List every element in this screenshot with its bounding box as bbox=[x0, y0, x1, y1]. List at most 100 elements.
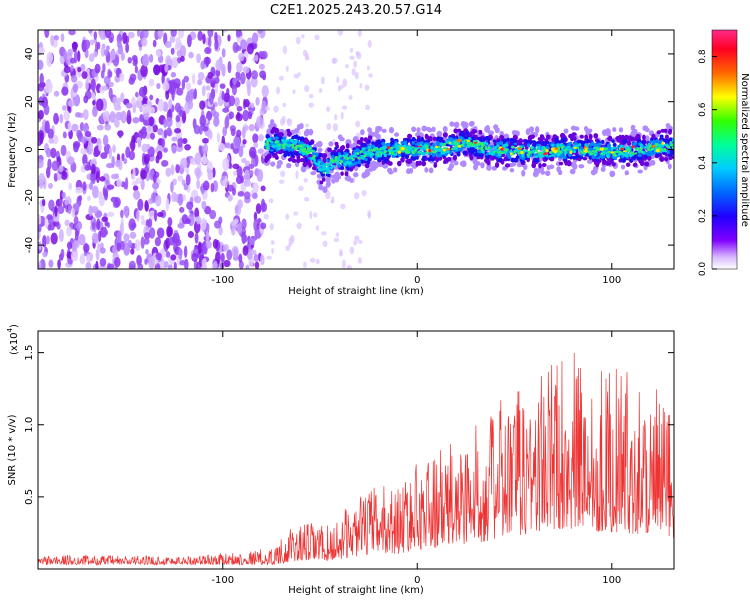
spectrogram-noise-cell bbox=[128, 260, 136, 269]
spectrogram-noise-cell bbox=[202, 137, 209, 144]
spectrogram-noise-cell bbox=[102, 63, 106, 73]
spectrogram-signal-cell bbox=[393, 132, 400, 137]
spectrogram-signal-cell bbox=[297, 144, 301, 148]
spectrogram-noise-cell bbox=[254, 54, 259, 62]
spectrogram-signal-cell bbox=[310, 171, 317, 176]
spectrogram-noise-cell bbox=[97, 230, 102, 242]
spectrogram-signal-cell bbox=[601, 139, 605, 144]
spectrogram-noise-cell bbox=[164, 40, 172, 49]
spectrogram-signal-cell bbox=[412, 137, 417, 142]
spectrogram-peak-cell bbox=[428, 148, 432, 153]
spectrogram-peak-cell bbox=[610, 151, 615, 154]
spectrogram-noise-cell bbox=[318, 88, 323, 94]
spectrogram-noise-cell bbox=[197, 78, 203, 86]
spectrogram-noise-cell bbox=[157, 128, 164, 136]
spectrogram-signal-cell bbox=[548, 154, 552, 158]
spectrogram-noise-cell bbox=[172, 232, 180, 244]
spectrogram-noise-cell bbox=[45, 148, 52, 158]
spectrogram-signal-cell bbox=[375, 125, 382, 132]
spectrogram-signal-cell bbox=[585, 138, 591, 144]
spectrogram-noise-cell bbox=[148, 78, 155, 87]
spectrogram-noise-cell bbox=[148, 116, 155, 127]
spectrogram-noise-cell bbox=[68, 182, 72, 191]
spectrogram-noise-cell bbox=[183, 245, 188, 258]
spectrogram-noise-cell bbox=[191, 252, 198, 262]
spectrogram-noise-cell bbox=[62, 131, 67, 139]
spectrogram-noise-cell bbox=[212, 260, 218, 269]
spectrogram-signal-cell bbox=[430, 145, 434, 149]
spectrogram-noise-cell bbox=[229, 111, 235, 119]
spectrogram-signal-cell bbox=[664, 134, 669, 140]
spectrogram-noise-cell bbox=[128, 77, 135, 85]
spectrogram-noise-cell bbox=[137, 263, 144, 269]
spectrogram-peak-cell bbox=[473, 141, 477, 144]
spectrogram-signal-cell bbox=[650, 137, 654, 142]
spectrogram-signal-cell bbox=[504, 143, 508, 147]
spectrogram-noise-cell bbox=[99, 176, 106, 182]
spectrogram-noise-cell bbox=[119, 72, 125, 82]
spectrogram-signal-cell bbox=[306, 146, 310, 150]
spectrogram-noise-cell bbox=[77, 66, 82, 73]
spectrogram-peak-cell bbox=[573, 146, 577, 149]
spectrogram-noise-cell bbox=[298, 185, 304, 192]
spectrogram-peak-cell bbox=[397, 150, 402, 154]
spectrogram-signal-cell bbox=[579, 146, 583, 151]
spectrogram-noise-cell bbox=[354, 71, 359, 80]
spectrogram-noise-cell bbox=[187, 231, 194, 239]
spectrogram-noise-cell bbox=[67, 48, 73, 57]
spectrogram-noise-cell bbox=[156, 82, 161, 90]
spectrogram-signal-cell bbox=[442, 132, 448, 138]
spectrogram-noise-cell bbox=[140, 169, 147, 180]
spectrogram-noise-cell bbox=[270, 240, 275, 245]
spectrogram-signal-cell bbox=[465, 131, 470, 135]
spectrogram-noise-cell bbox=[50, 147, 57, 159]
spectrogram-noise-cell bbox=[212, 238, 219, 249]
spectrogram-noise-cell bbox=[238, 145, 244, 158]
spectrogram-noise-cell bbox=[351, 68, 356, 76]
spectrogram-signal-cell bbox=[574, 141, 578, 146]
spectrogram-noise-cell bbox=[236, 30, 242, 38]
spectrogram-signal-cell bbox=[611, 162, 616, 167]
spectrogram-signal-cell bbox=[308, 128, 314, 136]
spectrogram-noise-cell bbox=[75, 186, 83, 194]
spectrogram-noise-cell bbox=[143, 153, 150, 164]
spectrogram-signal-cell bbox=[478, 129, 483, 135]
spectrogram-signal-cell bbox=[371, 148, 375, 152]
spectrogram-signal-cell bbox=[274, 155, 279, 160]
spectrogram-signal-cell bbox=[289, 150, 294, 155]
spectrogram-signal-cell bbox=[415, 155, 419, 159]
spectrogram-noise-cell bbox=[332, 138, 336, 144]
spectrogram-noise-cell bbox=[51, 160, 60, 172]
spectrogram-noise-cell bbox=[132, 117, 140, 124]
spectrogram-noise-cell bbox=[341, 105, 348, 110]
spectrogram-signal-cell bbox=[439, 142, 444, 146]
spectrogram-noise-cell bbox=[191, 73, 196, 85]
spectrogram-noise-cell bbox=[365, 104, 370, 111]
spectrogram-peak-cell bbox=[500, 148, 504, 151]
spectrogram-signal-cell bbox=[363, 154, 367, 157]
spectrogram-noise-cell bbox=[309, 257, 316, 263]
spectrogram-noise-cell bbox=[297, 72, 301, 77]
snr-y-tick-label: 1.5 bbox=[24, 345, 35, 361]
spectrogram-noise-cell bbox=[242, 66, 250, 74]
spectrogram-signal-cell bbox=[462, 122, 467, 130]
spectrogram-noise-cell bbox=[303, 197, 310, 202]
spectrogram-signal-cell bbox=[401, 153, 405, 158]
spectrogram-signal-cell bbox=[452, 149, 456, 152]
spectrogram-signal-cell bbox=[416, 127, 421, 133]
spectrogram-signal-cell bbox=[356, 152, 360, 156]
spectrogram-noise-cell bbox=[303, 177, 308, 183]
spectrogram-noise-cell bbox=[135, 91, 139, 98]
spectrogram-signal-cell bbox=[556, 152, 561, 156]
spectrogram-noise-cell bbox=[71, 41, 79, 50]
spectrogram-signal-cell bbox=[524, 149, 529, 153]
spectrogram-signal-cell bbox=[593, 133, 599, 139]
spectrogram-signal-cell bbox=[479, 147, 483, 150]
spectrogram-noise-cell bbox=[96, 211, 103, 218]
spectrogram-noise-cell bbox=[346, 264, 353, 269]
spectrogram-signal-cell bbox=[289, 138, 294, 143]
spectrogram-noise-cell bbox=[243, 99, 250, 108]
spectrogram-noise-cell bbox=[67, 204, 72, 215]
spectrogram-signal-cell bbox=[593, 142, 598, 148]
spectrogram-signal-cell bbox=[644, 127, 650, 133]
